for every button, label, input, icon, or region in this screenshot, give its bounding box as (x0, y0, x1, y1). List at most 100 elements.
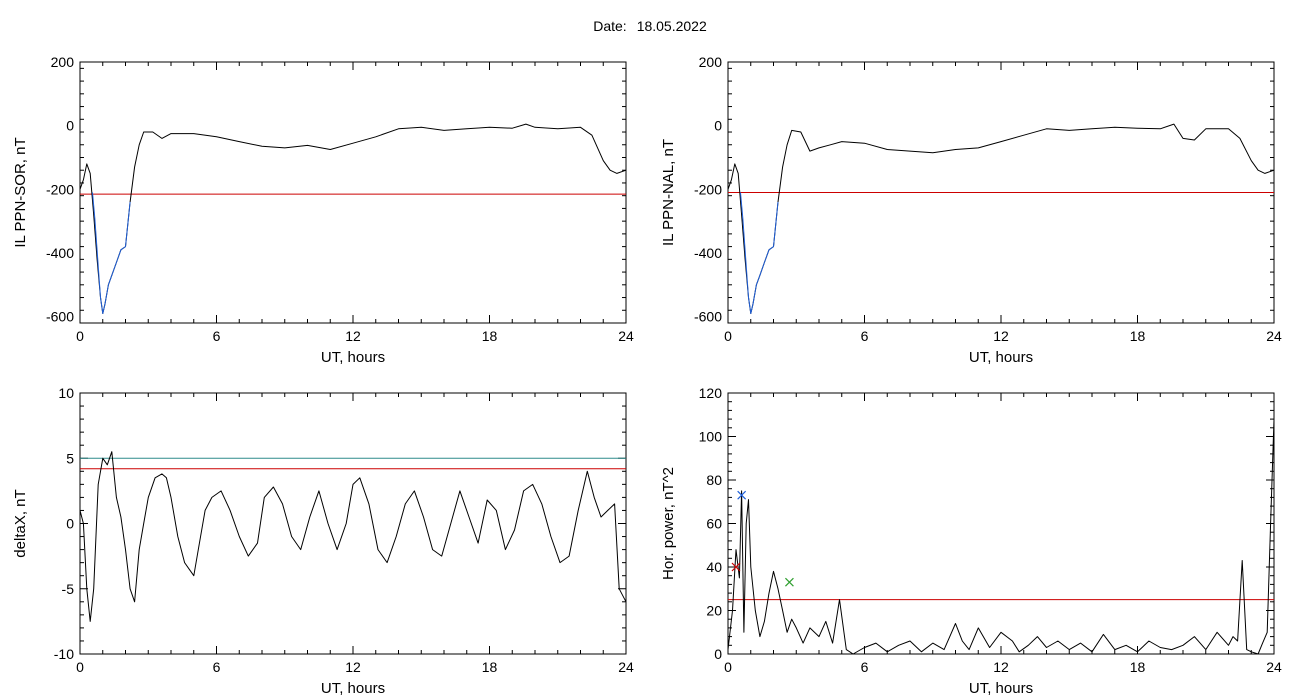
data-point (170, 497, 171, 498)
data-point (134, 166, 135, 167)
data-point (748, 297, 749, 298)
data-point (727, 649, 728, 650)
data-point (116, 262, 117, 263)
data-point (330, 149, 331, 150)
data-point (955, 623, 956, 624)
data-point (282, 503, 283, 504)
data-point (625, 170, 626, 171)
data-point (377, 549, 378, 550)
data-point (116, 497, 117, 498)
data-point (193, 133, 194, 134)
data-point (1246, 649, 1247, 650)
data-point (752, 303, 753, 304)
y-tick-label: -10 (54, 646, 74, 662)
data-point (120, 249, 121, 250)
x-tick-label: 6 (213, 659, 221, 675)
data-point (750, 313, 751, 314)
data-point (405, 503, 406, 504)
data-point (468, 516, 469, 517)
data-point (962, 640, 963, 641)
data-point (569, 556, 570, 557)
y-tick-label: 0 (66, 118, 74, 134)
data-point (79, 510, 80, 511)
data-point (1194, 636, 1195, 637)
data-point (143, 131, 144, 132)
data-point (1228, 645, 1229, 646)
x-tick-label: 0 (724, 659, 732, 675)
data-point (791, 130, 792, 131)
data-point (239, 536, 240, 537)
data-point (284, 147, 285, 148)
data-point (398, 128, 399, 129)
data-point (1270, 523, 1271, 524)
data-point (107, 464, 108, 465)
series-line-highlight (92, 192, 131, 314)
data-point (1103, 634, 1104, 635)
data-point (782, 166, 783, 167)
data-point (505, 549, 506, 550)
data-point (1000, 141, 1001, 142)
data-point (211, 497, 212, 498)
data-point (523, 490, 524, 491)
data-point (791, 619, 792, 620)
data-point (257, 542, 258, 543)
data-point (1242, 560, 1243, 561)
data-point (1182, 138, 1183, 139)
data-point (1239, 138, 1240, 139)
data-point (1267, 632, 1268, 633)
data-point (909, 640, 910, 641)
data-point (1251, 160, 1252, 161)
data-point (184, 562, 185, 563)
y-tick-label: -400 (46, 245, 74, 261)
data-point (1194, 139, 1195, 140)
data-point (1257, 170, 1258, 171)
data-point (978, 627, 979, 628)
data-point (759, 636, 760, 637)
data-point (1171, 649, 1172, 650)
data-point (92, 192, 93, 193)
data-point (86, 163, 87, 164)
data-point (969, 649, 970, 650)
y-tick-label: 60 (706, 516, 722, 532)
data-point (1217, 632, 1218, 633)
data-point (768, 249, 769, 250)
data-point (578, 510, 579, 511)
data-point (1137, 651, 1138, 652)
data-point (750, 566, 751, 567)
data-point (1091, 128, 1092, 129)
y-tick-label: -200 (46, 181, 74, 197)
data-point (230, 510, 231, 511)
data-point (614, 503, 615, 504)
data-point (727, 189, 728, 190)
data-point (534, 127, 535, 128)
y-tick-label: -600 (46, 309, 74, 325)
data-point (94, 217, 95, 218)
data-point (1046, 647, 1047, 648)
data-point (616, 173, 617, 174)
data-point (1057, 640, 1058, 641)
data-point (414, 490, 415, 491)
data-point (368, 503, 369, 504)
data-point (129, 588, 130, 589)
data-point (478, 542, 479, 543)
data-point (1251, 651, 1252, 652)
data-point (1205, 649, 1206, 650)
data-point (773, 246, 774, 247)
data-point (189, 569, 190, 570)
data-point (1273, 419, 1274, 420)
data-point (125, 246, 126, 247)
data-point (93, 588, 94, 589)
data-point (1069, 649, 1070, 650)
data-point (443, 130, 444, 131)
data-point (120, 516, 121, 517)
data-point (264, 497, 265, 498)
data-point (129, 201, 130, 202)
data-point (248, 556, 249, 557)
data-point (580, 127, 581, 128)
data-point (1273, 170, 1274, 171)
data-point (796, 627, 797, 628)
chart-panel-panel_sor: 0 6 12 18 24 -600 -400 -200 0 200 UT, hours IL PPN-… (12, 54, 634, 366)
data-point (759, 275, 760, 276)
cross-marker (737, 490, 747, 500)
data-point (459, 490, 460, 491)
